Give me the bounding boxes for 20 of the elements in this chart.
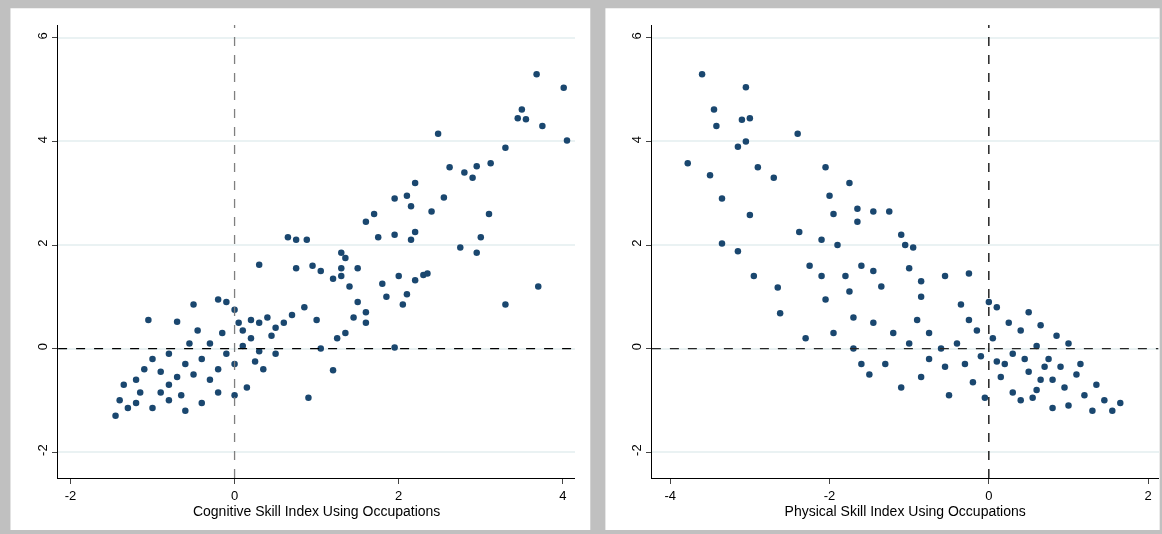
y-tick-label: -2 [34, 444, 50, 456]
y-tick-label: 0 [34, 343, 50, 351]
x-tick-label: 0 [985, 487, 993, 503]
y-tick-label: 2 [628, 239, 644, 247]
y-tick-label: 2 [34, 239, 50, 247]
x-tick-label: -4 [664, 487, 676, 503]
x-tick-label: 2 [1144, 487, 1152, 503]
y-tick-label: 4 [34, 135, 50, 144]
x-tick-label: 0 [230, 487, 239, 503]
x-tick-label: -2 [64, 487, 77, 503]
y-tick-label: -2 [628, 444, 644, 456]
y-tick-label: 6 [34, 32, 50, 40]
y-tick-label: 0 [628, 343, 644, 351]
y-tick-label: 4 [628, 135, 644, 144]
x-axis-title: Physical Skill Index Using Occupations [784, 502, 1026, 519]
x-tick-label: 4 [559, 487, 567, 503]
x-tick-label: -2 [823, 487, 836, 503]
x-tick-label: 2 [395, 487, 403, 503]
x-axis-title: Cognitive Skill Index Using Occupations [192, 502, 441, 519]
y-tick-label: 6 [628, 32, 644, 40]
